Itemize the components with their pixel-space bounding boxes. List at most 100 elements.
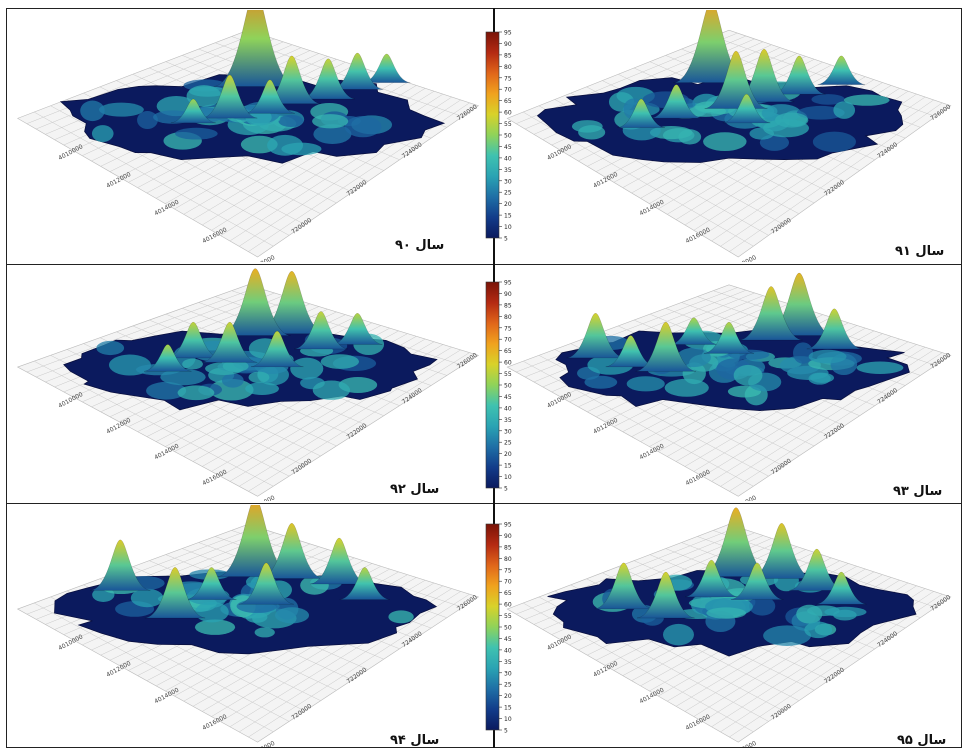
colorbar-gradient xyxy=(485,31,500,239)
colorbar-gradient xyxy=(485,523,500,731)
terrain-peak xyxy=(144,344,192,372)
colorbar-tick-label: 40 xyxy=(504,155,512,162)
terrain-peak xyxy=(816,571,867,605)
colorbar-tick-label: 20 xyxy=(504,451,512,458)
terrain-bump xyxy=(706,607,747,619)
colorbar-tick-label: 10 xyxy=(504,716,512,723)
terrain-peak xyxy=(704,50,768,109)
panel-title-92: سال ۹۲ xyxy=(390,482,440,497)
surface-panel-92: 4010000401200040140004016000401800072000… xyxy=(8,266,488,501)
terrain-bump xyxy=(146,381,187,400)
colorbar-tick-label: 35 xyxy=(504,659,512,666)
figure-frame xyxy=(6,8,962,748)
terrain-peak xyxy=(772,55,826,95)
colorbar-tick-label: 45 xyxy=(504,144,512,151)
terrain-peak xyxy=(167,321,220,359)
colorbar-tick-label: 70 xyxy=(504,87,512,94)
colorbar-tick-label: 15 xyxy=(504,705,512,712)
terrain-bump xyxy=(727,385,762,398)
surface-svg: 4010000401200040140004016000401800072000… xyxy=(16,10,480,262)
terrain-peak xyxy=(635,321,696,372)
colorbar-tick-label: 25 xyxy=(504,682,512,689)
colorbar-tick-label: 60 xyxy=(504,360,512,367)
surface-svg: 4010000401200040140004016000401800072000… xyxy=(506,10,952,262)
colorbar-row-2: 5 10 15 20 25 30 35 40 45 50 55 60 65 70 75 80 85 90 95 xyxy=(478,278,524,492)
terrain-peak xyxy=(670,317,718,345)
surface-svg: 4010000401200040140004016000401800072000… xyxy=(16,505,480,747)
terrain-bump xyxy=(811,94,845,105)
colorbar-tick-label: 30 xyxy=(504,178,512,185)
colorbar-tick-label: 85 xyxy=(504,52,512,59)
colorbar-tick-label: 35 xyxy=(504,167,512,174)
colorbar-gradient xyxy=(485,281,500,489)
grid-line xyxy=(33,111,274,247)
terrain-peak xyxy=(636,571,695,619)
colorbar-tick-label: 90 xyxy=(504,41,512,48)
colorbar-tick-label: 85 xyxy=(504,544,512,551)
colorbar-tick-label: 15 xyxy=(504,463,512,470)
colorbar-tick-label: 20 xyxy=(504,693,512,700)
panel-title-90: سال ۹۰ xyxy=(395,238,445,253)
colorbar-tick-label: 40 xyxy=(504,405,512,412)
terrain-bump xyxy=(824,606,867,618)
terrain-bump xyxy=(793,342,814,364)
colorbar-row-3: 5 10 15 20 25 30 35 40 45 50 55 60 65 70 75 80 85 90 95 xyxy=(478,520,524,734)
colorbar-tick-label: 95 xyxy=(504,280,512,287)
colorbar-tick-label: 65 xyxy=(504,98,512,105)
terrain-bump xyxy=(312,380,351,400)
terrain-bump xyxy=(763,625,812,646)
terrain-bump xyxy=(91,125,114,142)
grid-line xyxy=(33,602,274,733)
surface-panel-93: 4010000401200040140004016000401800072000… xyxy=(498,266,960,501)
terrain-peak xyxy=(186,567,237,600)
panel-title-91: سال ۹۱ xyxy=(895,244,945,259)
axis-y-tick-label: 4018000 xyxy=(249,740,276,747)
terrain-bump xyxy=(267,134,304,156)
terrain-bump xyxy=(344,116,382,138)
surface-svg: 4010000401200040140004016000401800072000… xyxy=(506,507,952,747)
colorbar-tick-label: 5 xyxy=(504,728,508,735)
colorbar-tick-label: 25 xyxy=(504,190,512,197)
terrain-bump xyxy=(254,627,275,638)
colorbar-tick-label: 10 xyxy=(504,474,512,481)
colorbar-tick-label: 80 xyxy=(504,556,512,563)
terrain-bump xyxy=(175,127,218,140)
terrain-bump xyxy=(189,86,227,97)
terrain-peak xyxy=(260,523,324,579)
terrain-peak xyxy=(817,55,866,85)
colorbar-tick-label: 10 xyxy=(504,224,512,231)
axis-y-tick-label: 4018000 xyxy=(731,494,758,501)
terrain-bump xyxy=(733,364,763,386)
colorbar-tick-label: 90 xyxy=(504,291,512,298)
terrain-bump xyxy=(810,372,835,383)
terrain-bump xyxy=(664,378,709,397)
surface-panel-94: 4010000401200040140004016000401800072000… xyxy=(8,505,488,747)
terrain-bump xyxy=(194,619,236,635)
colorbar-tick-label: 25 xyxy=(504,440,512,447)
colorbar-tick-label: 80 xyxy=(504,64,512,71)
colorbar-svg: 5 10 15 20 25 30 35 40 45 50 55 60 65 70 75 80 85 90 95 xyxy=(485,280,512,492)
terrain-bump xyxy=(796,105,845,120)
terrain-bump xyxy=(843,94,890,106)
terrain-peak xyxy=(144,567,206,619)
colorbar-tick-label: 70 xyxy=(504,579,512,586)
terrain-bump xyxy=(856,361,904,374)
terrain-bump xyxy=(584,375,618,389)
colorbar-tick-label: 90 xyxy=(504,533,512,540)
colorbar-tick-label: 65 xyxy=(504,348,512,355)
terrain-bump xyxy=(749,596,776,616)
terrain-bump xyxy=(663,623,694,646)
colorbar-svg: 5 10 15 20 25 30 35 40 45 50 55 60 65 70 75 80 85 90 95 xyxy=(485,30,512,242)
terrain-bump xyxy=(195,601,229,623)
surface-panel-91: 4010000401200040140004016000401800072000… xyxy=(498,10,960,262)
colorbar-tick-label: 75 xyxy=(504,567,512,574)
terrain-bump xyxy=(96,340,125,356)
terrain-bump xyxy=(290,357,324,380)
grid-line xyxy=(522,360,754,487)
colorbar-tick-label: 80 xyxy=(504,314,512,321)
colorbar-tick-label: 50 xyxy=(504,133,512,140)
terrain-peak xyxy=(617,98,665,128)
terrain-peak xyxy=(332,312,383,345)
terrain-bump xyxy=(312,114,349,129)
terrain-peak xyxy=(90,539,151,591)
